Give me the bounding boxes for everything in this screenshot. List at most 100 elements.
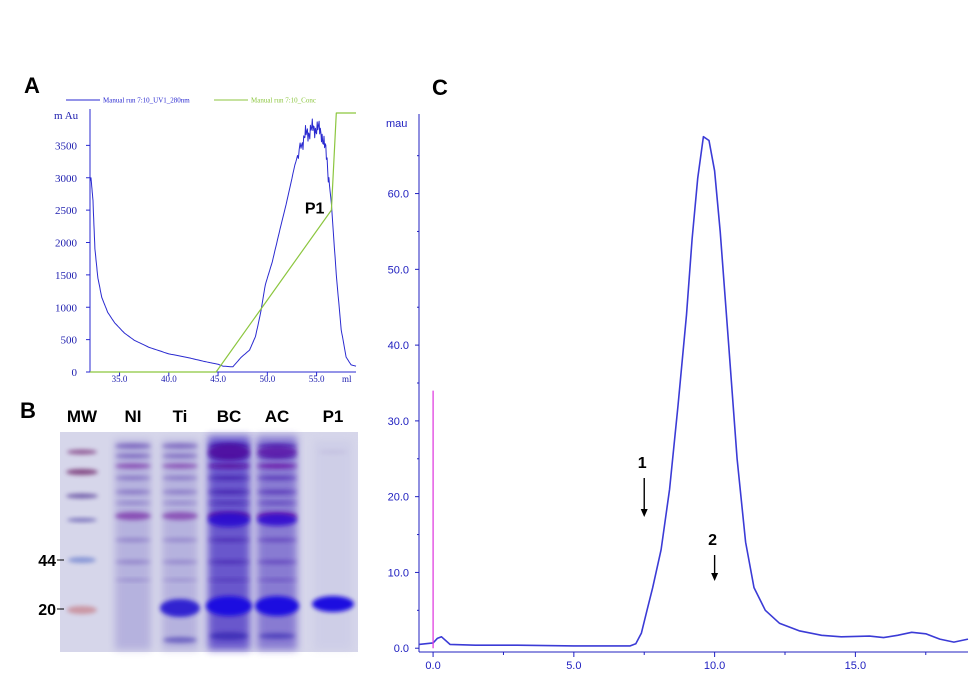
gel-lane-smear: [162, 440, 198, 650]
gel-marker-label: 20: [38, 602, 56, 619]
panel-a-annotations: P1: [305, 200, 325, 217]
gel-band: [115, 476, 151, 480]
gel-band: [115, 490, 151, 494]
gel-band: [163, 637, 197, 643]
panel-c-annotations: 12: [638, 455, 719, 581]
panel-a-y-tick-label: 0: [72, 367, 78, 379]
gel-ladder-band: [66, 469, 98, 475]
panel-c-y-tick-label: 30.0: [388, 416, 409, 428]
gel-band: [162, 578, 198, 582]
panel-a-x-tick-label: 45.0: [210, 374, 226, 384]
panel-a-y-tick-label: 2500: [55, 205, 78, 217]
gel-band: [208, 560, 250, 564]
gel-band: [318, 450, 348, 454]
gel-ladder-band: [66, 493, 98, 499]
gel-lane-label: BC: [217, 407, 242, 426]
panel-a-y-tick-label: 2000: [55, 238, 78, 250]
gel-band: [115, 512, 151, 520]
panel-c-y-tick-label: 50.0: [388, 264, 409, 276]
panel-a-y-tick-label: 1000: [55, 302, 78, 314]
panel-a-legend-label: Manual run 7:10_Conc: [251, 97, 316, 105]
gel-band: [115, 501, 151, 505]
gel-ladder-band: [68, 557, 96, 563]
gel-lane-smear: [314, 440, 352, 650]
gel-band: [162, 490, 198, 494]
gel-band: [206, 596, 252, 616]
gel-band: [257, 490, 297, 494]
gel-band: [208, 538, 250, 542]
panel-a-peak-label: P1: [305, 200, 325, 217]
panel-c-x-tick-label: 15.0: [845, 660, 866, 672]
gel-ladder-band: [67, 449, 97, 455]
gel-band: [162, 454, 198, 458]
gel-band: [162, 538, 198, 542]
gel-band: [255, 596, 299, 616]
panel-c-trace: [418, 135, 969, 647]
gel-ladder-band: [67, 606, 97, 614]
panel-c-y-tick-label: 20.0: [388, 492, 409, 504]
gel-band: [208, 501, 250, 505]
gel-lane-label: P1: [323, 407, 344, 426]
panel-a-conc-trace: [90, 112, 356, 373]
panel-c-fraction-arrowhead: [711, 573, 719, 581]
panel-b-gel: MW NI Ti BC AC P1 44 20: [38, 407, 358, 652]
gel-ladder-band: [67, 518, 97, 522]
gel-band: [257, 578, 297, 582]
gel-band: [160, 599, 200, 617]
panel-a-y-tick-label: 3500: [55, 140, 78, 152]
gel-band: [162, 560, 198, 564]
gel-band: [208, 578, 250, 582]
panel-letter-c: C: [432, 75, 448, 100]
panel-a-y-axis-label: m Au: [54, 110, 79, 122]
gel-band: [162, 463, 198, 469]
gel-band: [162, 501, 198, 505]
panel-a-x-tick-label: 35.0: [112, 374, 128, 384]
gel-lane-label: Ti: [173, 407, 188, 426]
panel-letter-b: B: [20, 398, 36, 423]
gel-band: [208, 513, 250, 527]
panel-a-y-tick-label: 3000: [55, 173, 78, 185]
gel-band: [162, 512, 198, 520]
panel-c-y-tick-label: 40.0: [388, 340, 409, 352]
panel-a-x-tick-label: 50.0: [259, 374, 275, 384]
gel-band: [115, 538, 151, 542]
gel-band: [208, 490, 250, 494]
panel-a-x-tick-label: 40.0: [161, 374, 177, 384]
panel-c-x-tick-label: 0.0: [425, 660, 440, 672]
panel-c-series: [418, 135, 969, 649]
panel-c-fraction-label: 1: [638, 455, 647, 472]
gel-band: [257, 538, 297, 542]
panel-a-y-tick-label: 500: [61, 335, 78, 347]
panel-letter-a: A: [24, 73, 40, 98]
gel-band: [162, 476, 198, 480]
gel-band: [257, 514, 297, 526]
gel-band: [257, 476, 297, 480]
gel-markers: 44 20: [38, 553, 64, 619]
panel-a-x-tick-label: 55.0: [309, 374, 325, 384]
gel-band: [257, 463, 297, 469]
gel-band: [115, 560, 151, 564]
panel-c-x-tick-label: 10.0: [704, 660, 725, 672]
panel-a-y-tick-label: 1500: [55, 270, 78, 282]
gel-band: [115, 463, 151, 469]
gel-band: [162, 443, 198, 449]
panel-c-fraction-arrowhead: [640, 509, 648, 517]
panel-a-chromatogram: Manual run 7:10_UV1_280nm Manual run 7:10…: [54, 97, 357, 384]
gel-lane-label: NI: [125, 407, 142, 426]
gel-band: [257, 501, 297, 505]
gel-band: [259, 633, 295, 639]
panel-a-series: [89, 112, 357, 373]
gel-band: [257, 560, 297, 564]
panel-c-axes: mau 0.0 10.0 20.0 30.0 40.0 50.0 60.0 0.0 5.0 10.0…: [386, 114, 968, 672]
gel-band: [115, 443, 151, 449]
panel-c-y-tick-label: 60.0: [388, 189, 409, 201]
panel-a-uv-trace: [89, 118, 357, 368]
gel-band: [115, 578, 151, 582]
panel-a-x-axis-label: ml: [342, 374, 352, 384]
panel-c-y-tick-label: 0.0: [394, 643, 409, 655]
panel-c-y-axis-label: mau: [386, 118, 407, 130]
panel-a-legend-label: Manual run 7:10_UV1_280nm: [103, 97, 190, 105]
gel-lane-smear: [115, 440, 151, 650]
panel-c-fraction-label: 2: [708, 532, 717, 549]
